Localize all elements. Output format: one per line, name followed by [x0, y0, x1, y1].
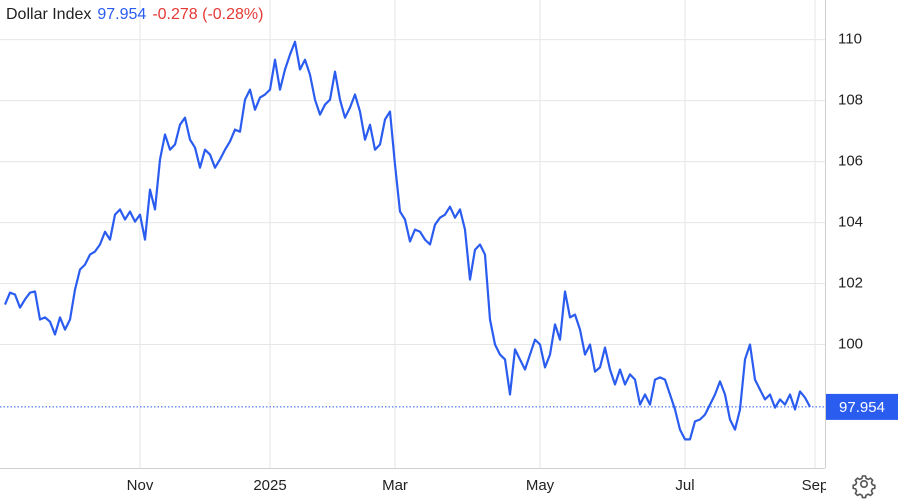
line [3, 40, 811, 441]
y-tick-label: 104 [838, 214, 863, 231]
x-tick-label: Sep [802, 477, 829, 494]
x-tick-label: May [526, 477, 555, 494]
change: -0.278 (-0.28%) [152, 6, 264, 23]
y-tick-label: 100 [838, 335, 863, 352]
x-tick-label: Nov [127, 477, 154, 494]
header: Dollar Index 97.954 -0.278 (-0.28%) [6, 6, 269, 24]
settings-icon[interactable] [852, 475, 876, 499]
x-tick-label: Jul [675, 477, 694, 494]
x-tick-label: 2025 [253, 477, 286, 494]
x-tick-label: Mar [382, 477, 408, 494]
title: Dollar Index [6, 6, 92, 23]
y-tick-label: 106 [838, 153, 863, 170]
price-tag-label: 97.954 [839, 399, 885, 416]
last-value: 97.954 [97, 6, 147, 23]
y-tick-label: 110 [838, 31, 862, 48]
y-tick-label: 108 [838, 92, 863, 109]
y-tick-label: 102 [838, 275, 863, 292]
price-tag [826, 393, 898, 420]
